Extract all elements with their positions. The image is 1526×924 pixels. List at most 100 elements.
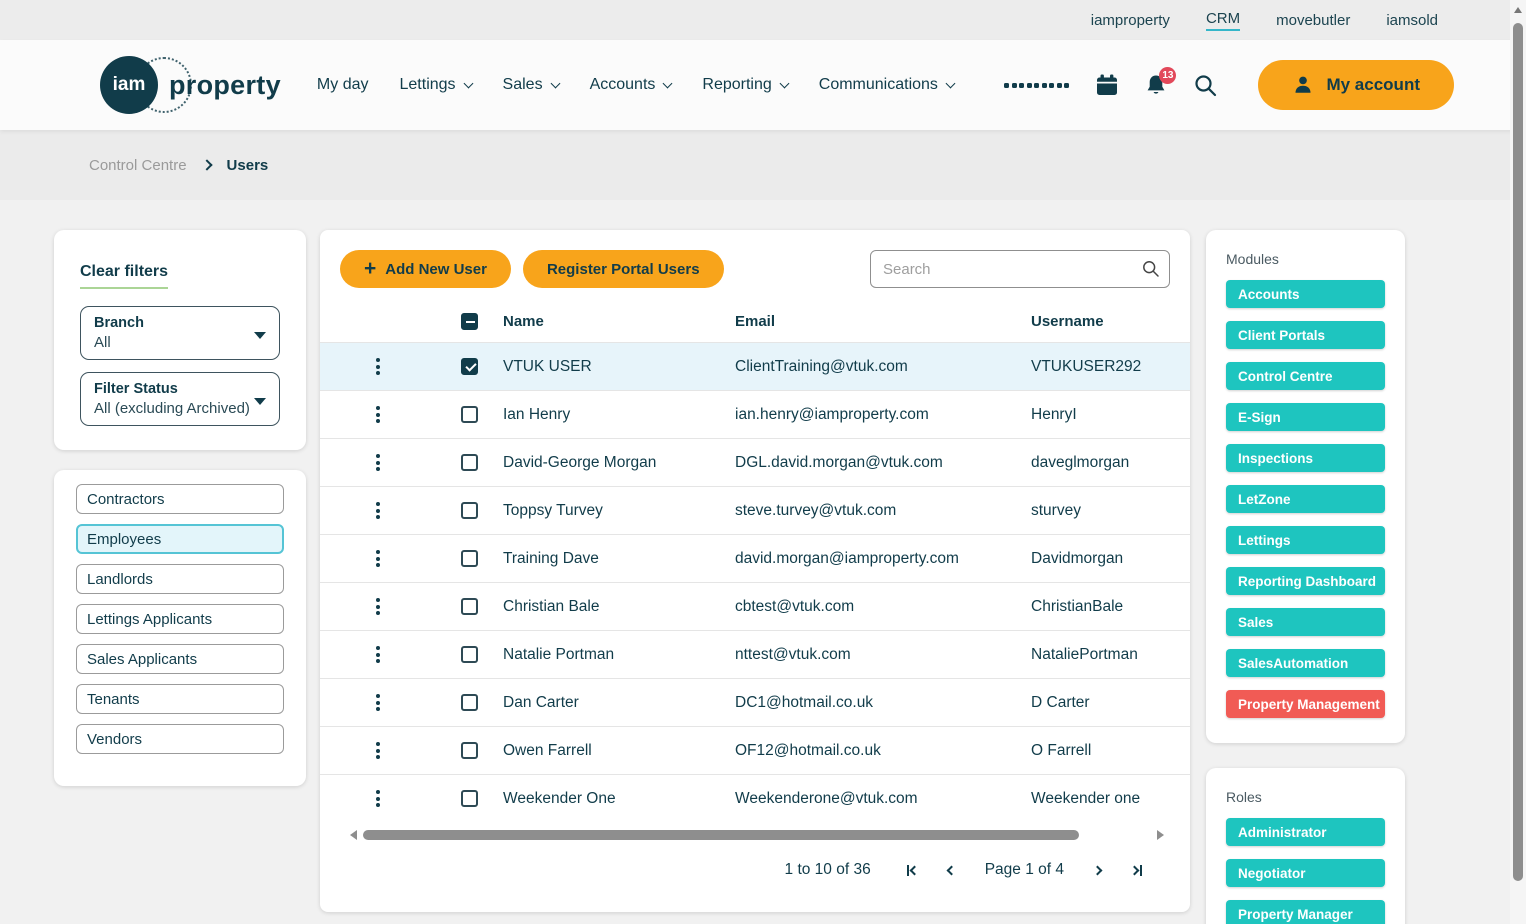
module-button[interactable]: Inspections bbox=[1226, 444, 1385, 472]
row-menu-kebab-icon[interactable] bbox=[372, 450, 384, 475]
module-button[interactable]: Lettings bbox=[1226, 526, 1385, 554]
row-menu-kebab-icon[interactable] bbox=[372, 402, 384, 427]
vertical-scrollbar[interactable] bbox=[1510, 0, 1526, 924]
pagination-range: 1 to 10 of 36 bbox=[784, 861, 871, 878]
nav-item[interactable]: My day bbox=[317, 76, 369, 94]
category-filter-button[interactable]: Tenants bbox=[76, 684, 284, 714]
module-button[interactable]: Accounts bbox=[1226, 280, 1385, 308]
row-menu-kebab-icon[interactable] bbox=[372, 738, 384, 763]
row-checkbox[interactable] bbox=[461, 502, 478, 519]
column-header-email[interactable]: Email bbox=[735, 312, 776, 330]
nav-item-label: Reporting bbox=[702, 76, 772, 93]
breadcrumb-parent[interactable]: Control Centre bbox=[89, 156, 187, 174]
prev-page-button[interactable] bbox=[946, 865, 957, 875]
module-button[interactable]: Client Portals bbox=[1226, 321, 1385, 349]
row-menu-kebab-icon[interactable] bbox=[372, 546, 384, 571]
role-button[interactable]: Negotiator bbox=[1226, 859, 1385, 887]
row-checkbox[interactable] bbox=[461, 454, 478, 471]
row-checkbox[interactable] bbox=[461, 358, 478, 375]
my-account-button[interactable]: My account bbox=[1258, 60, 1454, 110]
row-menu-kebab-icon[interactable] bbox=[372, 498, 384, 523]
row-menu-kebab-icon[interactable] bbox=[372, 786, 384, 811]
scroll-left-arrow[interactable] bbox=[350, 830, 357, 840]
nav-item[interactable]: Lettings bbox=[400, 76, 473, 94]
search-icon[interactable] bbox=[1194, 74, 1217, 97]
row-checkbox[interactable] bbox=[461, 598, 478, 615]
product-link[interactable]: iamproperty bbox=[1090, 11, 1170, 29]
roles-panel-title: Roles bbox=[1226, 789, 1262, 805]
module-button[interactable]: LetZone bbox=[1226, 485, 1385, 513]
product-link[interactable]: movebutler bbox=[1276, 11, 1351, 29]
search-input[interactable] bbox=[870, 250, 1170, 288]
cell-username: NataliePortman bbox=[1031, 645, 1138, 663]
add-new-user-button[interactable]: + Add New User bbox=[340, 250, 511, 288]
category-filter-button[interactable]: Landlords bbox=[76, 564, 284, 594]
nav-item[interactable]: Accounts bbox=[590, 76, 673, 94]
row-menu-kebab-icon[interactable] bbox=[372, 594, 384, 619]
module-button[interactable]: Reporting Dashboard bbox=[1226, 567, 1385, 595]
table-row[interactable]: David-George Morgan DGL.david.morgan@vtu… bbox=[320, 438, 1190, 486]
category-filter-button[interactable]: Contractors bbox=[76, 484, 284, 514]
module-button[interactable]: Control Centre bbox=[1226, 362, 1385, 390]
module-button[interactable]: Sales bbox=[1226, 608, 1385, 636]
users-table-card: + Add New User Register Portal Users Nam… bbox=[320, 230, 1190, 912]
table-row[interactable]: Weekender One Weekenderone@vtuk.com Week… bbox=[320, 774, 1190, 822]
cell-name: Weekender One bbox=[503, 789, 616, 807]
module-button[interactable]: E-Sign bbox=[1226, 403, 1385, 431]
cell-username: sturvey bbox=[1031, 501, 1081, 519]
role-button[interactable]: Property Manager bbox=[1226, 900, 1385, 924]
scrollbar-thumb[interactable] bbox=[1513, 23, 1523, 881]
category-filter-button[interactable]: Vendors bbox=[76, 724, 284, 754]
branch-select[interactable]: Branch All bbox=[80, 306, 280, 360]
iamproperty-logo[interactable]: iam property bbox=[100, 56, 281, 114]
module-button[interactable]: SalesAutomation bbox=[1226, 649, 1385, 677]
filter-status-value: All (excluding Archived) bbox=[94, 400, 250, 417]
user-category-panel: Contractors Employees Landlords Lettings… bbox=[54, 470, 306, 786]
scroll-right-arrow[interactable] bbox=[1157, 830, 1164, 840]
horizontal-scrollbar bbox=[350, 829, 1164, 841]
modules-list: Accounts Client Portals Control Centre E… bbox=[1226, 280, 1385, 718]
register-portal-users-button[interactable]: Register Portal Users bbox=[522, 250, 724, 288]
table-row[interactable]: Training Dave david.morgan@iamproperty.c… bbox=[320, 534, 1190, 582]
category-filter-button[interactable]: Lettings Applicants bbox=[76, 604, 284, 634]
product-link[interactable]: CRM bbox=[1205, 10, 1241, 31]
row-menu-kebab-icon[interactable] bbox=[372, 690, 384, 715]
module-button[interactable]: Property Management bbox=[1226, 690, 1385, 718]
table-row[interactable]: Dan Carter DC1@hotmail.co.uk D Carter bbox=[320, 678, 1190, 726]
column-header-name[interactable]: Name bbox=[503, 312, 544, 330]
row-checkbox[interactable] bbox=[461, 694, 478, 711]
calendar-icon[interactable] bbox=[1096, 74, 1118, 96]
apps-grid-icon[interactable] bbox=[1004, 82, 1070, 88]
scroll-up-arrow[interactable] bbox=[1514, 7, 1522, 13]
nav-item[interactable]: Reporting bbox=[702, 76, 790, 94]
row-checkbox[interactable] bbox=[461, 406, 478, 423]
row-menu-kebab-icon[interactable] bbox=[372, 354, 384, 379]
scrollbar-thumb[interactable] bbox=[363, 830, 1080, 840]
row-checkbox[interactable] bbox=[461, 550, 478, 567]
table-row[interactable]: Christian Bale cbtest@vtuk.com Christian… bbox=[320, 582, 1190, 630]
row-menu-kebab-icon[interactable] bbox=[372, 642, 384, 667]
table-row[interactable]: Natalie Portman nttest@vtuk.com NatalieP… bbox=[320, 630, 1190, 678]
row-checkbox[interactable] bbox=[461, 742, 478, 759]
table-row[interactable]: VTUK USER ClientTraining@vtuk.com VTUKUS… bbox=[320, 342, 1190, 390]
row-checkbox[interactable] bbox=[461, 790, 478, 807]
role-button[interactable]: Administrator bbox=[1226, 818, 1385, 846]
last-page-button[interactable] bbox=[1129, 864, 1142, 876]
category-filter-button[interactable]: Employees bbox=[76, 524, 284, 554]
next-page-button[interactable] bbox=[1092, 865, 1103, 875]
column-header-username[interactable]: Username bbox=[1031, 312, 1104, 330]
select-all-checkbox[interactable] bbox=[461, 312, 478, 330]
table-row[interactable]: Toppsy Turvey steve.turvey@vtuk.com stur… bbox=[320, 486, 1190, 534]
table-body: VTUK USER ClientTraining@vtuk.com VTUKUS… bbox=[320, 342, 1190, 822]
table-row[interactable]: Owen Farrell OF12@hotmail.co.uk O Farrel… bbox=[320, 726, 1190, 774]
nav-item[interactable]: Sales bbox=[503, 76, 561, 94]
notifications-bell-icon[interactable]: 13 bbox=[1145, 66, 1177, 97]
category-filter-button[interactable]: Sales Applicants bbox=[76, 644, 284, 674]
filter-status-select[interactable]: Filter Status All (excluding Archived) bbox=[80, 372, 280, 426]
nav-item[interactable]: Communications bbox=[819, 76, 956, 94]
table-row[interactable]: Ian Henry ian.henry@iamproperty.com Henr… bbox=[320, 390, 1190, 438]
product-link[interactable]: iamsold bbox=[1386, 11, 1438, 29]
clear-filters-link[interactable]: Clear filters bbox=[80, 263, 169, 289]
first-page-button[interactable] bbox=[906, 864, 920, 876]
row-checkbox[interactable] bbox=[461, 646, 478, 663]
